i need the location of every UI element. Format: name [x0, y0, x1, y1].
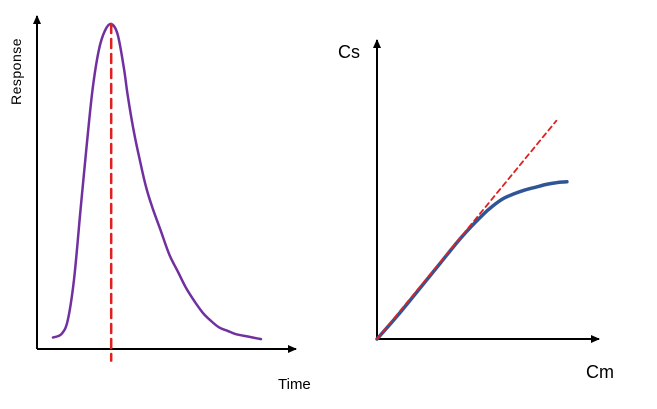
- left-y-axis-label: Response: [8, 38, 24, 105]
- left-x-axis-label: Time: [278, 376, 311, 393]
- right-y-axis-label: Cs: [338, 42, 360, 62]
- left-chart-marks: [51, 22, 263, 362]
- response-curve: [51, 22, 263, 341]
- linear-tangent-line: [376, 119, 558, 340]
- cs-vs-cm-curve: [375, 180, 569, 341]
- right-chart-marks: [375, 119, 569, 341]
- right-x-axis-label: Cm: [586, 362, 614, 382]
